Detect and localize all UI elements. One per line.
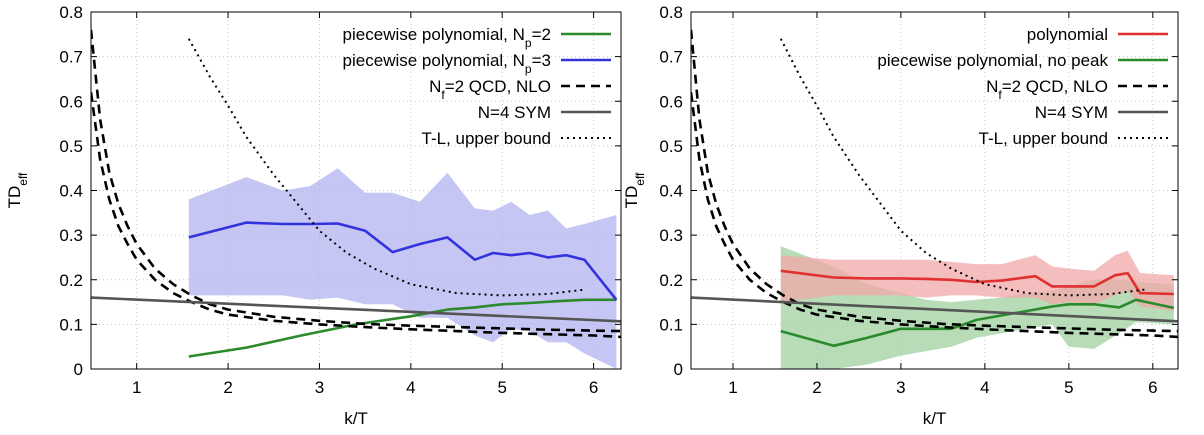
series-line [691, 29, 1178, 333]
chart-panel-right: 0 0.1 0.2 0.3 0.4 0.5 0.6 0.7 0.8 1 2 3 4 5 6 k/T TDeff p… [622, 3, 1179, 428]
y-axis-label: TDeff [622, 172, 647, 208]
y-tick-label: 0.3 [659, 226, 683, 245]
series-line [691, 296, 1178, 323]
y-axis-label: TDeff [5, 172, 30, 208]
x-tick-label: 3 [896, 378, 905, 397]
legend-label-text: T-L, upper bound [979, 129, 1108, 148]
y-tick-label: 0.4 [59, 182, 83, 201]
y-tick-label: 0.5 [659, 137, 683, 156]
legend-label-text: piecewise polynomial, N [343, 51, 525, 70]
legend-label: N=4 SYM [478, 103, 551, 122]
y-axis-label-sub: eff [633, 172, 647, 186]
y-tick-label: 0 [674, 360, 683, 379]
legend-label-suffix: =2 QCD, NLO [1002, 77, 1108, 96]
legend-label-text: polynomial [1027, 25, 1108, 44]
legend-label: piecewise polynomial, Np=2 [343, 25, 551, 50]
legend-label: polynomial [1027, 25, 1108, 44]
x-tick-label: 4 [406, 378, 415, 397]
series-line [188, 298, 617, 358]
y-axis-label-main: TD [622, 186, 641, 209]
x-tick-label: 3 [315, 378, 324, 397]
legend-label: T-L, upper bound [422, 129, 551, 148]
x-tick-label: 2 [812, 378, 821, 397]
legend-label-text: piecewise polynomial, N [343, 25, 525, 44]
y-tick-label: 0.6 [59, 92, 83, 111]
legend-label-sub: p [525, 62, 532, 76]
y-axis-label-main: TD [5, 186, 24, 209]
legend-label-text: N [429, 77, 441, 96]
legend-label-sub: f [998, 88, 1002, 102]
legend-label-sub: f [441, 88, 445, 102]
y-tick-label: 0.8 [659, 3, 683, 22]
legend-label-text: N [986, 77, 998, 96]
series-line [91, 296, 621, 323]
chart-panel-left: 0 0.1 0.2 0.3 0.4 0.5 0.6 0.7 0.8 1 2 3 4 5 6 k/T TDeff p… [5, 3, 622, 428]
y-tick-label: 0.2 [59, 271, 83, 290]
legend-label: Nf=2 QCD, NLO [986, 77, 1108, 102]
y-tick-label: 0.4 [659, 182, 683, 201]
legend-label-text: N=4 SYM [1035, 103, 1108, 122]
x-tick-label: 6 [589, 378, 598, 397]
series-line [188, 221, 618, 301]
legend-label-suffix: =2 [532, 25, 551, 44]
x-tick-label: 4 [980, 378, 989, 397]
series-line [780, 298, 1175, 348]
series-line [780, 269, 1174, 296]
legend-label: T-L, upper bound [979, 129, 1108, 148]
legend-label-text: piecewise polynomial, no peak [877, 51, 1108, 70]
plot-area [691, 29, 1178, 369]
y-tick-label: 0.7 [59, 48, 83, 67]
y-tick-label: 0.1 [59, 315, 83, 334]
legend-label: N=4 SYM [1035, 103, 1108, 122]
x-axis-label: k/T [923, 409, 947, 428]
y-tick-label: 0.5 [59, 137, 83, 156]
error-band [780, 246, 1174, 369]
legend-label-sub: p [525, 36, 532, 50]
plot-area [91, 29, 621, 369]
y-tick-label: 0.1 [659, 315, 683, 334]
legend-label: piecewise polynomial, no peak [877, 51, 1108, 70]
series-line [91, 92, 621, 339]
x-tick-label: 1 [728, 378, 737, 397]
legend-label-text: T-L, upper bound [422, 129, 551, 148]
y-tick-label: 0.2 [659, 271, 683, 290]
x-tick-label: 2 [223, 378, 232, 397]
y-tick-label: 0 [74, 360, 83, 379]
y-axis-label-sub: eff [16, 172, 30, 186]
legend-label-text: N=4 SYM [478, 103, 551, 122]
x-tick-label: 5 [1064, 378, 1073, 397]
legend-label-suffix: =2 QCD, NLO [445, 77, 551, 96]
y-tick-label: 0.3 [59, 226, 83, 245]
error-band [188, 168, 617, 369]
legend-label: piecewise polynomial, Np=3 [343, 51, 551, 76]
y-tick-label: 0.6 [659, 92, 683, 111]
x-tick-label: 6 [1148, 378, 1157, 397]
series-line [91, 29, 621, 333]
x-axis-label: k/T [344, 409, 368, 428]
series-line [691, 92, 1178, 339]
y-tick-label: 0.7 [659, 48, 683, 67]
x-tick-label: 5 [497, 378, 506, 397]
y-tick-label: 0.8 [59, 3, 83, 22]
legend-label-suffix: =3 [532, 51, 551, 70]
legend-label: Nf=2 QCD, NLO [429, 77, 551, 102]
x-tick-label: 1 [132, 378, 141, 397]
